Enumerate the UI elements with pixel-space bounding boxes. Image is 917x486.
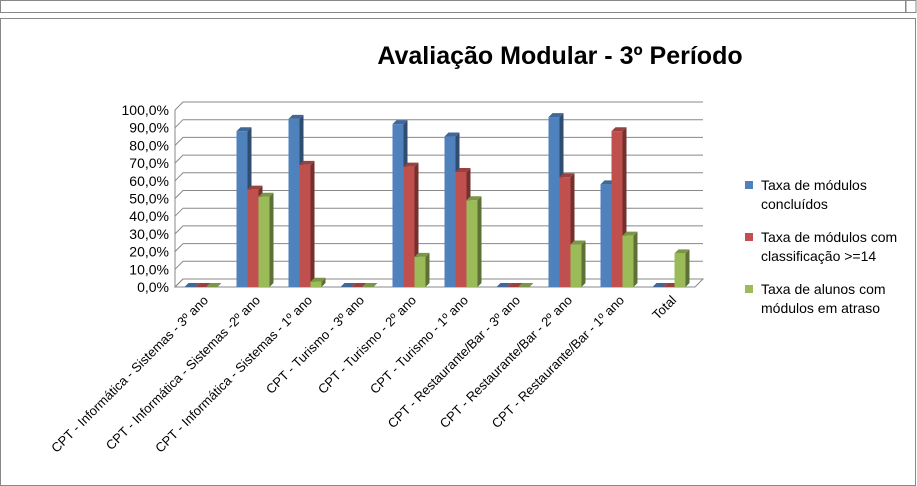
bar (466, 200, 478, 287)
grid-line (174, 136, 703, 146)
grid-line (174, 172, 703, 182)
legend-label: Taxa de módulos com classificação >=14 (761, 229, 898, 264)
grid-line (174, 207, 703, 217)
y-tick-label: 20,0% (129, 244, 169, 260)
bar-top (247, 185, 263, 190)
y-tick-label: 40,0% (129, 208, 169, 224)
bar-side (269, 192, 274, 287)
bar-top (611, 127, 627, 132)
bar-top (444, 132, 460, 137)
legend-item: Taxa de alunos com módulos em atraso (745, 280, 915, 318)
bar-top (184, 283, 200, 287)
bar-top (288, 114, 304, 119)
grid-line (174, 278, 703, 288)
bar-side (477, 196, 482, 287)
top-bar-button (905, 0, 917, 13)
bar (600, 184, 612, 287)
bar-top (299, 160, 315, 165)
legend-swatch (745, 181, 753, 189)
bar (674, 253, 686, 287)
bar (310, 281, 322, 287)
bar (611, 131, 623, 287)
legend-item: Taxa de módulos concluídos (745, 176, 915, 214)
bar-side (425, 252, 430, 287)
grid-line (174, 190, 703, 199)
bar-top (236, 127, 252, 132)
y-tick-label: 50,0% (129, 191, 169, 207)
bar-top (206, 283, 222, 287)
y-tick-label: 0,0% (137, 279, 169, 295)
bar-top (622, 231, 638, 236)
y-tick-label: 70,0% (129, 155, 169, 171)
bar-top (496, 283, 512, 287)
bar (548, 117, 560, 287)
bar (258, 196, 270, 287)
bar (570, 244, 582, 287)
bar-top (310, 277, 326, 282)
bar-top (258, 192, 274, 197)
grid-line (174, 260, 703, 270)
bar-top (570, 240, 586, 245)
top-bar (0, 0, 906, 13)
bar-side (310, 160, 315, 287)
bar-side (633, 231, 638, 287)
legend-label: Taxa de alunos com módulos em atraso (761, 281, 886, 316)
bar (559, 177, 571, 287)
bar-top (559, 173, 575, 178)
legend-swatch (745, 233, 753, 241)
y-tick-label: 100,0% (122, 102, 169, 118)
bar (392, 124, 404, 287)
bar (247, 189, 259, 287)
chart-title: Avaliação Modular - 3º Período (377, 42, 742, 70)
bar-top (652, 283, 668, 287)
y-tick-label: 60,0% (129, 173, 169, 189)
bar (403, 166, 415, 287)
legend-item: Taxa de módulos com classificação >=14 (745, 228, 915, 266)
bar-top (351, 283, 367, 287)
grid-line (174, 243, 703, 252)
grid-line (174, 101, 703, 111)
y-tick-label: 10,0% (129, 261, 169, 277)
bar (299, 164, 311, 287)
bar-side (581, 240, 586, 287)
legend: Taxa de módulos concluídos Taxa de módulo… (745, 176, 915, 332)
bar-side (685, 249, 690, 287)
y-tick-label: 30,0% (129, 226, 169, 242)
legend-label: Taxa de módulos concluídos (761, 177, 867, 212)
bar-top (507, 283, 523, 287)
bar-top (362, 283, 378, 287)
bar-top (195, 283, 211, 287)
bar-top (518, 283, 534, 287)
bar (236, 131, 248, 287)
grid-line (174, 225, 703, 235)
bar-side (321, 277, 326, 287)
bar-top (392, 120, 408, 125)
y-tick-label: 90,0% (129, 120, 169, 136)
bar (455, 171, 467, 287)
bar-top (466, 196, 482, 201)
grid-line (174, 119, 703, 129)
grid-line (174, 154, 703, 164)
bar (622, 235, 634, 287)
y-tick-label: 80,0% (129, 137, 169, 153)
bar-top (548, 113, 564, 118)
bar-top (403, 162, 419, 167)
bar-top (340, 283, 356, 287)
bar (444, 136, 456, 287)
bar-top (455, 167, 471, 172)
legend-swatch (745, 285, 753, 293)
bar-top (674, 249, 690, 254)
bar (288, 118, 300, 287)
bar-top (414, 252, 430, 257)
bar (414, 256, 426, 287)
